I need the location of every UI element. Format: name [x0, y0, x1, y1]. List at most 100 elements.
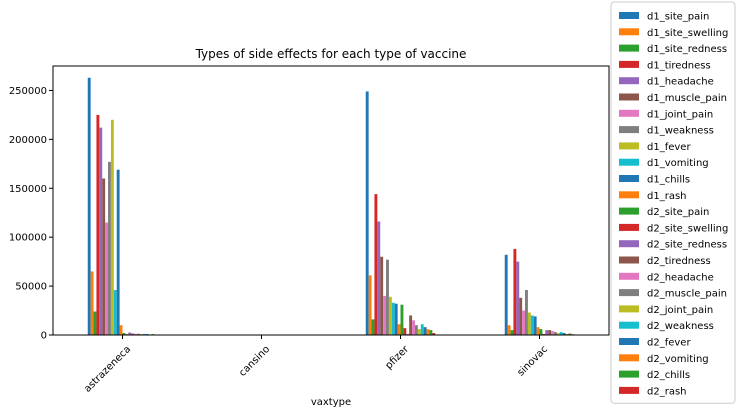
- legend-label-d1_chills: d1_chills: [647, 175, 690, 186]
- legend-label-d1_site_redness: d1_site_redness: [647, 44, 727, 55]
- legend-swatch-d2_joint_pain: [619, 305, 639, 313]
- bar-d1_muscle_pain-sinovac: [519, 297, 523, 335]
- legend-label-d2_weakness: d2_weakness: [647, 321, 714, 332]
- legend-swatch-d2_fever: [619, 338, 639, 345]
- bar-d2_chills-sinovac: [568, 333, 572, 335]
- bar-d1_rash-sinovac: [536, 327, 540, 335]
- bar-d2_chills-pfizer: [429, 330, 433, 335]
- legend-label-d1_site_pain: d1_site_pain: [647, 12, 709, 23]
- bar-d2_fever-pfizer: [423, 327, 427, 335]
- bar-d1_weakness-sinovac: [525, 290, 528, 335]
- y-tick-label: 150000: [9, 184, 47, 195]
- legend-swatch-d2_muscle_pain: [619, 289, 639, 297]
- bar-d2_muscle_pain-pfizer: [414, 325, 418, 335]
- bar-d2_site_redness-astrazeneca: [128, 332, 132, 335]
- legend-swatch-d1_fever: [619, 142, 639, 150]
- legend-label-d1_fever: d1_fever: [647, 142, 691, 153]
- x-tick-label-sinovac: sinovac: [516, 344, 551, 379]
- legend-frame: [610, 1, 736, 404]
- bar-d1_chills-pfizer: [394, 303, 398, 335]
- legend-swatch-d2_weakness: [619, 321, 639, 329]
- legend-swatch-d2_tiredness: [619, 256, 639, 264]
- legend-label-d1_tiredness: d1_tiredness: [647, 60, 711, 71]
- bar-d1_site_swelling-sinovac: [507, 325, 511, 335]
- bar-d1_vomiting-pfizer: [391, 302, 395, 335]
- bar-d2_muscle_pain-astrazeneca: [136, 333, 140, 335]
- legend-label-d2_site_pain: d2_site_pain: [647, 207, 709, 218]
- bar-d2_vomiting-pfizer: [426, 329, 430, 335]
- bar-d2_weakness-sinovac: [559, 332, 563, 335]
- chart-title: Types of side effects for each type of v…: [195, 47, 467, 61]
- bar-d1_site_pain-pfizer: [365, 91, 369, 336]
- plot-frame: [52, 65, 610, 336]
- bar-d2_site_pain-sinovac: [539, 329, 543, 335]
- bar-d2_muscle_pain-sinovac: [553, 332, 557, 335]
- bar-d1_rash-pfizer: [397, 324, 401, 335]
- legend-label-d2_rash: d2_rash: [647, 386, 687, 397]
- legend-label-d2_site_swelling: d2_site_swelling: [647, 223, 728, 234]
- bar-d1_joint_pain-pfizer: [383, 295, 387, 335]
- bar-d2_site_pain-pfizer: [400, 304, 404, 335]
- legend-label-d1_weakness: d1_weakness: [647, 126, 714, 137]
- y-tick-label: 100000: [9, 233, 47, 244]
- legend-swatch-d1_tiredness: [619, 60, 639, 68]
- legend-swatch-d1_muscle_pain: [619, 93, 639, 101]
- bar-d2_joint_pain-sinovac: [556, 333, 560, 335]
- legend-label-d1_muscle_pain: d1_muscle_pain: [647, 93, 727, 104]
- bar-d1_fever-sinovac: [527, 312, 531, 335]
- bar-d2_headache-sinovac: [551, 331, 554, 335]
- legend-label-d2_site_redness: d2_site_redness: [647, 240, 727, 251]
- legend-swatch-d2_headache: [619, 272, 639, 280]
- y-axis: 0 50000 100000 150000 200000 250000: [9, 86, 53, 342]
- y-tick-label: 250000: [9, 86, 47, 97]
- bar-d2_site_redness-sinovac: [545, 330, 549, 335]
- bar-d1_vomiting-astrazeneca: [113, 290, 117, 335]
- bar-d1_site_redness-sinovac: [510, 330, 514, 335]
- bar-d2_site_swelling-pfizer: [403, 328, 407, 335]
- bar-d1_site_redness-astrazeneca: [93, 311, 97, 335]
- x-axis: astrazeneca cansino pfizer sinovac: [82, 335, 550, 395]
- legend-label-d2_headache: d2_headache: [647, 272, 714, 283]
- y-tick-label: 0: [41, 331, 47, 342]
- bar-d1_headache-sinovac: [516, 261, 520, 335]
- legend-swatch-d2_site_pain: [619, 207, 639, 215]
- legend-swatch-d1_headache: [619, 77, 639, 85]
- legend-swatch-d2_site_swelling: [619, 223, 639, 231]
- bar-d2_tiredness-astrazeneca: [131, 333, 135, 335]
- bar-d2_tiredness-sinovac: [548, 330, 552, 335]
- bar-d1_fever-astrazeneca: [110, 119, 114, 335]
- legend-swatch-d2_rash: [619, 386, 639, 394]
- bar-d1_weakness-pfizer: [386, 259, 389, 335]
- bar-d2_headache-pfizer: [412, 320, 415, 335]
- legend-label-d1_site_swelling: d1_site_swelling: [647, 28, 728, 39]
- legend-label-d2_fever: d2_fever: [647, 338, 691, 349]
- bar-d1_fever-pfizer: [388, 296, 392, 335]
- bar-d1_headache-pfizer: [377, 221, 381, 335]
- bar-d1_muscle_pain-astrazeneca: [102, 178, 106, 335]
- x-tick-label-astrazeneca: astrazeneca: [82, 344, 133, 395]
- bar-d1_rash-astrazeneca: [119, 325, 123, 335]
- bar-d1_chills-sinovac: [533, 316, 537, 335]
- y-tick-label: 50000: [15, 282, 47, 293]
- bar-d2_site_pain-astrazeneca: [122, 333, 126, 335]
- legend-swatch-d1_vomiting: [619, 158, 639, 166]
- bar-d1_weakness-astrazeneca: [108, 161, 111, 335]
- bar-d1_site_redness-pfizer: [371, 319, 375, 335]
- bar-d2_fever-sinovac: [562, 333, 566, 335]
- legend-label-d1_rash: d1_rash: [647, 191, 687, 202]
- legend-swatch-d2_vomiting: [619, 354, 639, 362]
- legend-label-d1_vomiting: d1_vomiting: [647, 158, 709, 169]
- x-axis-label: vaxtype: [311, 397, 351, 408]
- legend-swatch-d1_rash: [619, 191, 639, 199]
- bar-d1_site_swelling-pfizer: [368, 275, 372, 335]
- bar-d1_site_pain-astrazeneca: [87, 77, 91, 336]
- bar-d2_tiredness-pfizer: [409, 315, 413, 335]
- bar-d1_tiredness-astrazeneca: [96, 114, 100, 335]
- bar-d1_muscle_pain-pfizer: [380, 256, 384, 335]
- legend-swatch-d1_site_redness: [619, 44, 639, 52]
- bar-d2_headache-astrazeneca: [134, 333, 137, 335]
- bar-d1_vomiting-sinovac: [530, 315, 534, 335]
- bar-d1_tiredness-sinovac: [513, 248, 517, 335]
- legend-label-d2_chills: d2_chills: [647, 370, 690, 381]
